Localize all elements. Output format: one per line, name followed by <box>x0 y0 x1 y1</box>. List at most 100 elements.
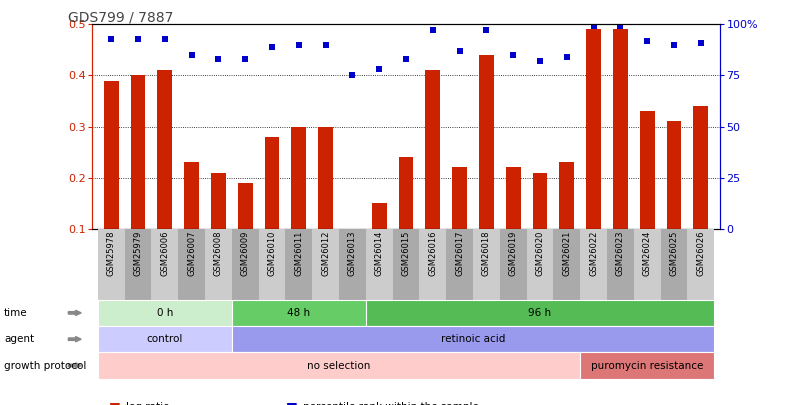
Text: log ratio: log ratio <box>126 402 169 405</box>
Bar <box>371 203 386 229</box>
Point <box>479 27 492 34</box>
Text: GSM26022: GSM26022 <box>589 231 597 276</box>
Bar <box>505 168 520 229</box>
Bar <box>526 229 552 300</box>
Text: GSM26012: GSM26012 <box>320 231 330 276</box>
Point <box>319 41 332 48</box>
Bar <box>130 75 145 229</box>
Point <box>586 23 599 30</box>
Text: GSM26008: GSM26008 <box>214 231 222 277</box>
Bar <box>472 229 499 300</box>
Bar <box>606 229 633 300</box>
Bar <box>151 229 178 300</box>
Bar <box>552 229 580 300</box>
Point <box>212 56 225 62</box>
Point <box>158 35 171 42</box>
Bar <box>425 70 440 229</box>
Text: no selection: no selection <box>307 360 370 371</box>
Text: GSM25978: GSM25978 <box>107 231 116 277</box>
Bar <box>98 229 124 300</box>
Text: GSM26011: GSM26011 <box>294 231 303 276</box>
Text: ■: ■ <box>285 401 297 405</box>
Bar <box>184 162 199 229</box>
Point <box>104 35 117 42</box>
Text: GSM26015: GSM26015 <box>401 231 410 276</box>
Bar <box>666 122 681 229</box>
Bar <box>633 229 660 300</box>
Point <box>560 54 573 60</box>
Bar <box>312 229 339 300</box>
Bar <box>291 126 306 229</box>
Text: GSM26019: GSM26019 <box>508 231 517 276</box>
Bar <box>124 229 151 300</box>
Point <box>694 39 707 46</box>
Text: GSM26023: GSM26023 <box>615 231 624 277</box>
Point <box>453 48 466 54</box>
Text: GSM26010: GSM26010 <box>267 231 276 276</box>
Text: retinoic acid: retinoic acid <box>440 334 504 344</box>
Bar <box>639 111 654 229</box>
Bar <box>660 229 687 300</box>
Bar <box>613 30 627 229</box>
Bar <box>499 229 526 300</box>
Point <box>345 72 358 79</box>
Text: GSM26013: GSM26013 <box>348 231 357 277</box>
Point <box>373 66 385 72</box>
Point <box>132 35 145 42</box>
Point <box>238 56 251 62</box>
Point <box>506 52 519 58</box>
Text: GSM26014: GSM26014 <box>374 231 383 276</box>
Bar <box>205 229 231 300</box>
Bar <box>580 229 606 300</box>
Point <box>185 52 198 58</box>
Point <box>640 37 653 44</box>
Text: ■: ■ <box>108 401 120 405</box>
Text: GSM26020: GSM26020 <box>535 231 544 276</box>
Point <box>613 23 626 30</box>
Text: agent: agent <box>4 334 34 344</box>
Text: GSM26021: GSM26021 <box>561 231 571 276</box>
Bar <box>585 30 601 229</box>
Bar <box>104 81 119 229</box>
Bar <box>178 229 205 300</box>
Text: GSM26026: GSM26026 <box>695 231 704 277</box>
Point <box>399 56 412 62</box>
Text: GSM26009: GSM26009 <box>240 231 250 276</box>
Point <box>426 27 438 34</box>
Bar <box>532 173 547 229</box>
Point <box>533 58 546 64</box>
Text: puromycin resistance: puromycin resistance <box>590 360 703 371</box>
Text: GSM26018: GSM26018 <box>481 231 491 277</box>
Text: control: control <box>146 334 183 344</box>
Text: GSM26017: GSM26017 <box>454 231 463 277</box>
Text: 0 h: 0 h <box>157 308 173 318</box>
Text: GSM26016: GSM26016 <box>428 231 437 277</box>
Bar <box>365 229 392 300</box>
Text: growth protocol: growth protocol <box>4 360 86 371</box>
Bar <box>231 229 259 300</box>
Bar <box>451 168 467 229</box>
Bar <box>559 162 573 229</box>
Bar <box>693 106 707 229</box>
Text: GSM26006: GSM26006 <box>160 231 169 277</box>
Bar <box>210 173 226 229</box>
Bar <box>157 70 172 229</box>
Text: GSM25979: GSM25979 <box>133 231 142 276</box>
Bar <box>419 229 446 300</box>
Bar <box>259 229 285 300</box>
Bar <box>479 55 493 229</box>
Text: 48 h: 48 h <box>287 308 310 318</box>
Bar <box>285 229 312 300</box>
Point <box>292 41 305 48</box>
Bar <box>318 126 332 229</box>
Text: GDS799 / 7887: GDS799 / 7887 <box>68 10 173 24</box>
Text: GSM26007: GSM26007 <box>187 231 196 277</box>
Bar <box>446 229 472 300</box>
Point <box>265 44 278 50</box>
Text: 96 h: 96 h <box>528 308 551 318</box>
Text: GSM26024: GSM26024 <box>642 231 651 276</box>
Text: time: time <box>4 308 27 318</box>
Bar <box>238 183 252 229</box>
Bar <box>687 229 713 300</box>
Text: percentile rank within the sample: percentile rank within the sample <box>303 402 479 405</box>
